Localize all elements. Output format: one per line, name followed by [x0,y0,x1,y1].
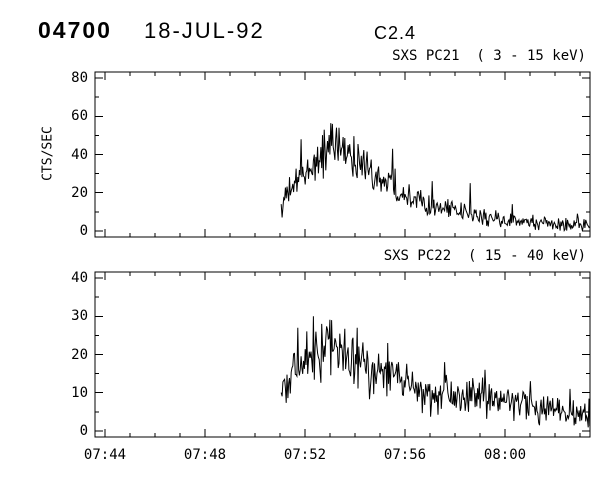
panel2-title: SXS PC22 ( 15 - 40 keV) [383,248,586,264]
x-tick-label: 08:00 [483,447,527,463]
y-tick-label: 40 [71,270,88,287]
x-tick-label: 07:48 [183,447,227,463]
x-tick-label: 07:44 [83,447,127,463]
y-tick-label: 40 [71,146,88,163]
observation-date: 18-JUL-92 [144,18,265,43]
panel1-title: SXS PC21 ( 3 - 15 keV) [392,48,586,64]
goes-class: C2.4 [374,23,417,43]
y-tick-label: 30 [71,308,88,325]
y-tick-label: 80 [71,70,88,87]
x-tick-label: 07:52 [283,447,327,463]
flare-number: 04700 [38,17,112,43]
y-tick-label: 10 [71,384,88,401]
y-tick-label: 20 [71,184,88,201]
y-tick-label: 60 [71,108,88,125]
y-tick-label: 0 [79,422,88,439]
x-tick-label: 07:56 [383,447,427,463]
y-tick-label: 20 [71,346,88,363]
y-tick-label: 0 [79,222,88,239]
